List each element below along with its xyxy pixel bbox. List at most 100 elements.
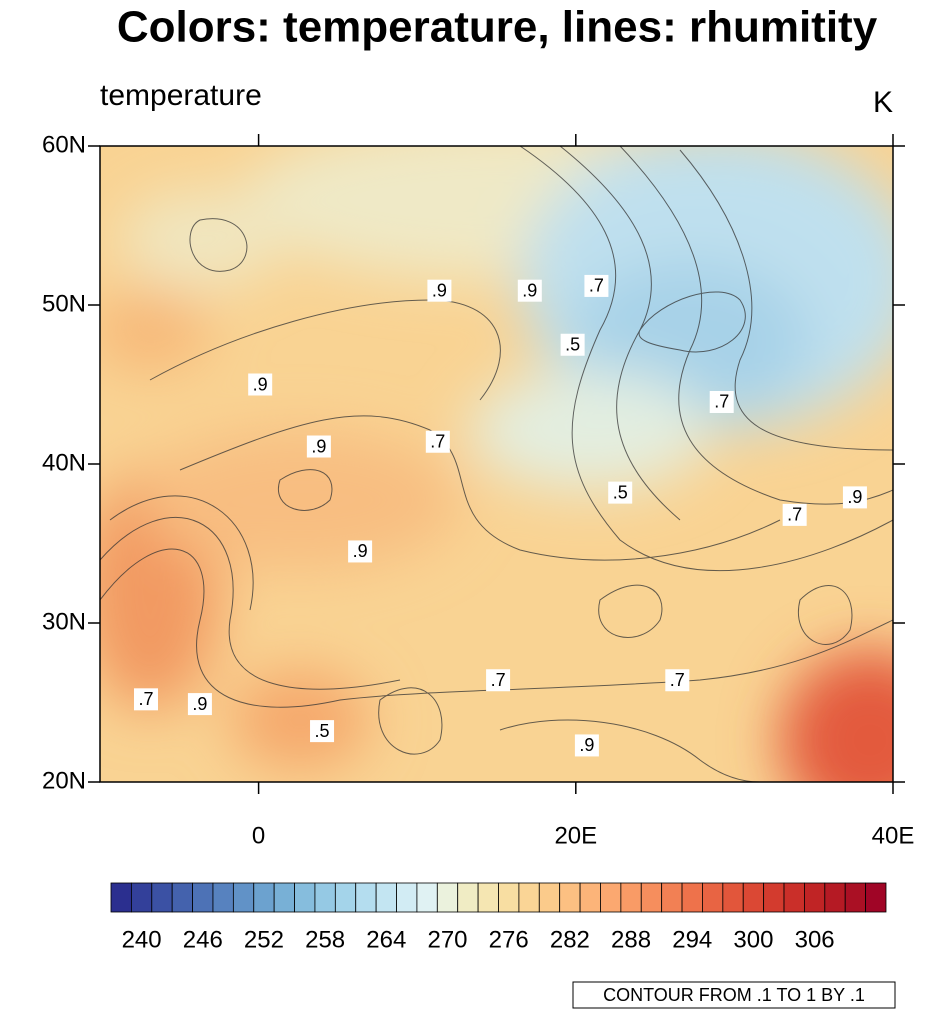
colorbar-box — [742, 882, 765, 913]
colorbar-box — [824, 882, 846, 913]
contour-label: .9 — [253, 374, 268, 394]
title: Colors: temperature, lines: rhumitity — [117, 3, 878, 52]
contour-lines — [100, 146, 893, 782]
colorbar-box — [518, 882, 540, 913]
contour-label: .5 — [613, 482, 628, 502]
colorbar-label: 240 — [122, 926, 162, 953]
colorbar-label: 282 — [550, 926, 590, 953]
colorbar-box — [477, 882, 499, 913]
contour-label-box — [517, 279, 542, 302]
colorbar-box — [130, 882, 153, 913]
contour-info-box — [572, 981, 896, 1009]
contour-label: .9 — [311, 436, 326, 456]
lat-tick-label: 30N — [42, 608, 86, 635]
colorbar-box — [212, 882, 234, 913]
field-shading — [100, 146, 893, 782]
colorbar-label: 258 — [305, 926, 345, 953]
colorbar-box — [110, 882, 132, 913]
contour-label-box — [560, 333, 585, 356]
colorbar-box — [355, 882, 377, 913]
contour-label: .7 — [714, 392, 729, 412]
contour-label-box — [842, 486, 867, 509]
colorbar-box — [844, 882, 867, 913]
colorbar-box — [763, 882, 785, 913]
colorbar-box — [661, 882, 683, 913]
contour-label-box — [782, 503, 807, 526]
colorbar: 240 246 252 258 264 270 276 282 288 294 300 306 — [110, 882, 887, 953]
contour-label: .7 — [787, 505, 802, 525]
lat-tick-label: 50N — [42, 290, 86, 317]
contour-label: .5 — [315, 721, 330, 741]
contour-label-box — [608, 481, 633, 504]
contour-label: .7 — [430, 431, 445, 451]
colorbar-box — [232, 882, 255, 913]
colorbar-box — [273, 882, 295, 913]
lat-tick-label: 40N — [42, 449, 86, 476]
colorbar-label: 294 — [672, 926, 712, 953]
colorbar-box — [722, 882, 744, 913]
lat-tick-label: 20N — [42, 767, 86, 794]
colorbar-box — [314, 882, 336, 913]
contour-label: .7 — [138, 689, 153, 709]
colorbar-box — [334, 882, 357, 913]
colorbar-box — [804, 882, 826, 913]
colorbar-label: 288 — [611, 926, 651, 953]
lon-tick-label: 40E — [872, 822, 915, 849]
contour-label-box — [133, 688, 158, 711]
contour-label-box — [187, 693, 212, 716]
colorbar-box — [294, 882, 316, 913]
contour-label: .9 — [353, 541, 368, 561]
colorbar-box — [702, 882, 724, 913]
colorbar-box — [681, 882, 703, 913]
contour-label-box — [248, 373, 273, 396]
lon-tick-label: 20E — [554, 822, 597, 849]
contour-label: .9 — [432, 280, 447, 300]
colorbar-label: 270 — [427, 926, 467, 953]
colorbar-box — [640, 882, 663, 913]
colorbar-box — [620, 882, 642, 913]
contour-label: .9 — [522, 280, 537, 300]
lat-tick-label: 60N — [42, 131, 86, 158]
contour-label-box — [306, 435, 331, 458]
colorbar-box — [396, 882, 418, 913]
colorbar-box — [416, 882, 438, 913]
colorbar-box — [171, 882, 193, 913]
contour-label-box — [584, 274, 609, 297]
left-string: temperature — [100, 79, 262, 112]
colorbar-box — [783, 882, 805, 913]
contour-label-box — [665, 669, 690, 692]
contour-label: .9 — [579, 735, 594, 755]
contour-label-layer: .9 .9 .7 .5 .9 .7 .9 .7 .5 .9 .7 .9 .7 .9 .7 .7 .5 .9 — [133, 274, 867, 757]
contour-label: .5 — [565, 335, 580, 355]
colorbar-box — [192, 882, 214, 913]
contour-label: .7 — [491, 670, 506, 690]
colorbar-box — [151, 882, 173, 913]
contour-label-box — [348, 540, 373, 563]
colorbar-box — [457, 882, 479, 913]
contour-label: .7 — [670, 670, 685, 690]
colorbar-label: 300 — [733, 926, 773, 953]
contour-label-box — [574, 734, 599, 757]
contour-label-box — [310, 720, 335, 743]
contour-label-box — [425, 430, 450, 453]
colorbar-box — [559, 882, 581, 913]
contour-label-box — [709, 390, 734, 413]
colorbar-box — [538, 882, 561, 913]
colorbar-label: 264 — [366, 926, 406, 953]
colorbar-label: 252 — [244, 926, 284, 953]
contour-info: CONTOUR FROM .1 TO 1 BY .1 — [603, 985, 865, 1005]
contour-label: .7 — [589, 276, 604, 296]
colorbar-box — [436, 882, 459, 913]
colorbar-box — [375, 882, 397, 913]
contour-label: .9 — [192, 694, 207, 714]
colorbar-box — [600, 882, 622, 913]
contour-label: .9 — [847, 487, 862, 507]
temperature-field — [100, 146, 893, 782]
lon-tick-label: 0 — [252, 822, 265, 849]
contour-label-box — [486, 669, 511, 692]
colorbar-box — [498, 882, 520, 913]
colorbar-label: 306 — [795, 926, 835, 953]
colorbar-label: 246 — [183, 926, 223, 953]
